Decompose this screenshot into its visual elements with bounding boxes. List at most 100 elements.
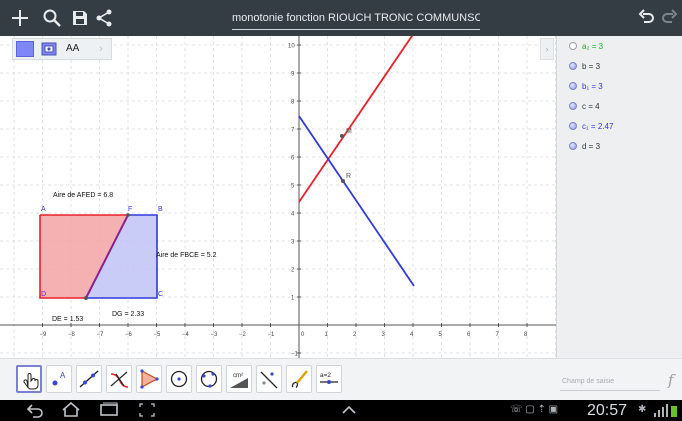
back-icon[interactable] [24,402,46,418]
reflect-tool-icon [258,368,280,390]
expand-icon[interactable] [338,402,360,418]
save-icon[interactable] [68,6,92,30]
y-tick-label: 7 [291,128,295,134]
system-nav-bar: ☏ ▢ ⇡ ▣ 20:57 ✱ [0,400,682,421]
algebra-item-label: b₁ = 3 [582,82,603,91]
point-tool-button[interactable]: A [46,365,72,393]
slider-tool-icon: a=2 [318,368,340,390]
reflect-tool-button[interactable] [256,365,282,393]
y-tick-label: 1 [291,296,295,302]
point-m[interactable] [340,134,344,138]
x-tick-label: −4 [182,332,190,338]
circle-tool-button[interactable] [166,365,192,393]
label-b: B [158,206,163,213]
algebra-item[interactable]: c₁ = 2.47 [569,120,613,134]
algebra-toggle-button[interactable]: › [540,38,554,60]
visibility-toggle-icon[interactable] [569,42,577,50]
document-title[interactable]: monotonie fonction RIOUCH TRONC COMMUNSC… [232,6,480,30]
color-swatch-icon[interactable] [16,41,34,57]
point-e[interactable] [84,296,88,300]
x-tick-label: −7 [97,332,105,338]
svg-text:cm²: cm² [233,373,243,379]
algebra-view: a₂ = 3 b = 3 b₁ = 3 c = 4 c₁ = 2.47 d = 3 [556,36,682,358]
freehand-tool-button[interactable] [286,365,312,393]
x-tick-label: −8 [68,332,76,338]
visibility-toggle-icon[interactable] [569,122,577,130]
algebra-item[interactable]: c = 4 [569,100,600,114]
point-r[interactable] [341,179,345,183]
x-tick-label: 1 [325,332,329,338]
label-r: R [346,173,351,180]
y-tick-label: −1 [291,352,299,358]
title-underline [232,29,480,30]
measure-tool-button[interactable]: cm² [226,365,252,393]
plus-icon[interactable] [8,6,32,30]
label-m: M [346,128,352,135]
line-tool-button[interactable] [76,365,102,393]
tool-bar: A cm² [0,358,682,400]
pen-tool-icon [288,368,310,390]
signal-battery-icon [652,404,678,418]
status-icons: ☏ ▢ ⇡ ▣ [510,404,558,416]
algebra-item[interactable]: b₁ = 3 [569,80,603,94]
x-tick-label: 6 [467,332,471,338]
algebra-item[interactable]: d = 3 [569,140,600,154]
y-tick-label: 3 [291,240,295,246]
graphics-view[interactable]: −9 −8 −7 −6 −5 −4 −3 −2 −1 0 1 2 3 4 5 6 7 8 −1 1 2 3 4 5 6 7 8 9 10… [0,36,556,358]
x-tick-label: 2 [353,332,357,338]
search-icon[interactable] [40,6,64,30]
svg-text:a=2: a=2 [320,372,331,379]
visibility-toggle-icon[interactable] [569,82,577,90]
label-d: D [41,291,46,298]
visibility-toggle-icon[interactable] [569,62,577,70]
recent-apps-icon[interactable] [98,402,120,418]
x-tick-label: 5 [439,332,443,338]
y-tick-label: 9 [291,72,295,78]
polygon-tool-icon [138,368,160,390]
length-de-text: DE = 1.53 [52,316,83,323]
x-tick-label: 3 [382,332,386,338]
polygon-tool-button[interactable] [136,365,162,393]
share-icon[interactable] [92,6,116,30]
conic-tool-button[interactable] [196,365,222,393]
slider-tool-button[interactable]: a=2 [316,365,342,393]
conic-tool-icon [198,368,220,390]
perpendicular-tool-button[interactable] [106,365,132,393]
x-tick-label: −6 [125,332,133,338]
decreasing-line[interactable] [299,116,414,286]
input-placeholder[interactable]: Champ de saisie [562,378,662,385]
graphics-canvas[interactable]: −9 −8 −7 −6 −5 −4 −3 −2 −1 0 1 2 3 4 5 6 7 8 −1 1 2 3 4 5 6 7 8 9 10… [0,36,556,358]
function-icon[interactable]: f [668,371,674,389]
perpendicular-tool-icon [108,368,130,390]
input-underline [560,390,660,391]
y-tick-label: 8 [291,100,295,106]
move-tool-button[interactable] [16,365,42,393]
input-bar[interactable]: Champ de saisie f [556,361,682,399]
algebra-item-label: c₁ = 2.47 [582,122,613,131]
increasing-line[interactable] [299,36,414,202]
screenshot-icon[interactable] [138,402,156,418]
x-tick-label: −2 [239,332,247,338]
algebra-item[interactable]: a₂ = 3 [569,40,603,54]
algebra-item-label: d = 3 [582,142,600,151]
x-tick-label: −3 [211,332,219,338]
home-icon[interactable] [60,402,82,418]
algebra-item[interactable]: b = 3 [569,60,600,74]
x-tick-label: 4 [410,332,414,338]
area-afed-text: Aire de AFED = 6.8 [53,192,113,199]
y-tick-label: 4 [291,212,295,218]
visibility-toggle-icon[interactable] [569,142,577,150]
visibility-toggle-icon[interactable] [569,102,577,110]
point-f[interactable] [126,213,130,217]
length-dg-text: DG = 2.33 [112,311,144,318]
collapse-arrow-icon[interactable]: › [99,41,103,57]
text-size-button[interactable]: AA [66,41,79,57]
x-tick-label: −9 [40,332,48,338]
x-tick-label: −5 [154,332,162,338]
redo-icon[interactable] [658,6,682,30]
svg-text:A: A [60,371,66,380]
point-tool-icon: A [48,368,70,390]
graphics-settings-icon[interactable] [41,41,57,57]
label-c: C [158,291,163,298]
undo-icon[interactable] [634,6,658,30]
